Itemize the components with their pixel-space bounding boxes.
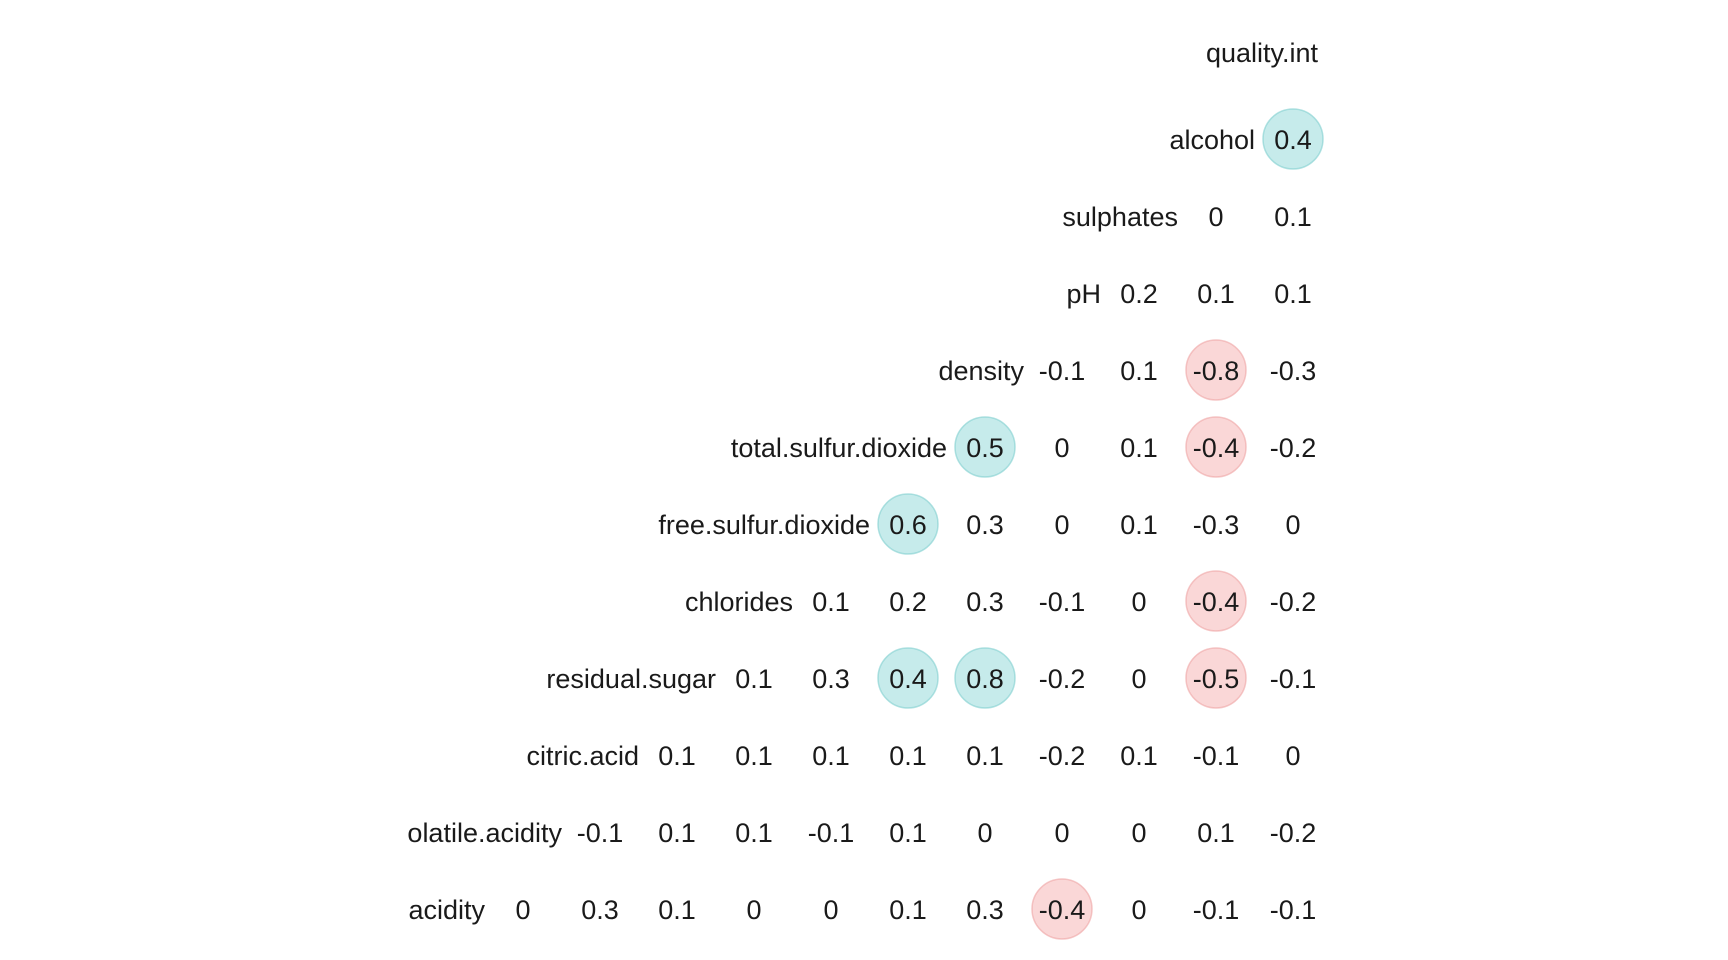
correlation-value: 0.1 [1197, 818, 1235, 848]
correlation-value: 0.3 [966, 587, 1004, 617]
correlation-value: 0.1 [1274, 279, 1312, 309]
correlation-value: -0.2 [1270, 433, 1317, 463]
correlation-circle [954, 416, 1016, 478]
correlation-value: 0 [1285, 510, 1300, 540]
row-label: residual.sugar [546, 664, 716, 694]
correlation-value: -0.4 [1193, 433, 1240, 463]
correlation-value: 0.1 [889, 818, 927, 848]
row-label: olatile.acidity [407, 818, 562, 848]
correlation-value: 0.1 [735, 818, 773, 848]
correlation-value: 0.5 [966, 433, 1004, 463]
correlation-value: -0.4 [1193, 587, 1240, 617]
correlation-value: -0.1 [1270, 895, 1317, 925]
correlation-value: 0 [1054, 433, 1069, 463]
row-label: density [938, 356, 1024, 386]
correlation-circle [877, 493, 939, 555]
row-label: sulphates [1062, 202, 1178, 232]
correlation-circle [877, 647, 939, 709]
row-label: acidity [408, 895, 485, 925]
row-label: pH [1066, 279, 1101, 309]
correlation-value: 0 [1131, 664, 1146, 694]
correlation-value: 0 [1054, 818, 1069, 848]
correlation-value: 0.1 [735, 741, 773, 771]
correlation-value: 0 [746, 895, 761, 925]
correlation-value: 0.3 [812, 664, 850, 694]
correlation-value: 0.1 [1197, 279, 1235, 309]
correlation-value: 0.4 [889, 664, 927, 694]
correlation-value: -0.1 [1270, 664, 1317, 694]
correlation-circle [1262, 108, 1324, 170]
correlation-value: -0.4 [1039, 895, 1086, 925]
correlation-circle [1185, 416, 1247, 478]
correlation-value: 0.1 [658, 895, 696, 925]
top-variable-label: quality.int [1206, 38, 1319, 68]
correlation-value: -0.1 [1193, 741, 1240, 771]
correlation-value: -0.1 [808, 818, 855, 848]
correlation-value: 0.4 [1274, 125, 1312, 155]
correlation-value: 0.8 [966, 664, 1004, 694]
correlation-value: 0 [1208, 202, 1223, 232]
correlation-value: 0.6 [889, 510, 927, 540]
correlation-value: -0.3 [1193, 510, 1240, 540]
correlation-circle [1185, 647, 1247, 709]
correlation-value: -0.1 [1039, 356, 1086, 386]
correlation-value: 0.2 [889, 587, 927, 617]
correlation-value: 0 [1054, 510, 1069, 540]
correlation-value: 0.1 [1120, 356, 1158, 386]
correlation-value: -0.1 [577, 818, 624, 848]
correlation-value: 0.1 [812, 741, 850, 771]
correlation-value: 0 [1131, 587, 1146, 617]
correlation-value: -0.5 [1193, 664, 1240, 694]
correlation-value: 0 [1131, 895, 1146, 925]
correlation-value: -0.3 [1270, 356, 1317, 386]
correlation-value: -0.2 [1039, 741, 1086, 771]
correlation-value: 0.1 [889, 895, 927, 925]
correlation-value: 0.1 [735, 664, 773, 694]
row-label: free.sulfur.dioxide [658, 510, 870, 540]
correlation-value: 0 [1285, 741, 1300, 771]
correlation-value: 0.1 [1120, 510, 1158, 540]
correlation-value: 0.1 [1274, 202, 1312, 232]
correlation-value: -0.2 [1270, 587, 1317, 617]
correlation-value: -0.8 [1193, 356, 1240, 386]
correlation-value: 0 [823, 895, 838, 925]
correlation-value: -0.1 [1193, 895, 1240, 925]
correlation-value: 0.1 [658, 818, 696, 848]
correlation-circle [1031, 878, 1093, 940]
correlation-value: 0 [515, 895, 530, 925]
row-label: citric.acid [526, 741, 639, 771]
correlation-value: 0.3 [581, 895, 619, 925]
correlation-circle [954, 647, 1016, 709]
row-label: total.sulfur.dioxide [731, 433, 947, 463]
correlation-value: -0.2 [1039, 664, 1086, 694]
correlation-value: 0.1 [889, 741, 927, 771]
correlation-value: 0.1 [1120, 433, 1158, 463]
correlation-value: 0.1 [812, 587, 850, 617]
correlation-value: 0.3 [966, 895, 1004, 925]
correlation-value: 0 [977, 818, 992, 848]
row-label: chlorides [685, 587, 793, 617]
correlation-value: 0 [1131, 818, 1146, 848]
correlation-cells: alcohol 0.4 sulphates 0 0.1 pH 0.2 0.1 0.1 densit… [407, 108, 1324, 940]
correlation-circle [1185, 570, 1247, 632]
correlation-value: -0.1 [1039, 587, 1086, 617]
correlation-value: -0.2 [1270, 818, 1317, 848]
correlation-value: 0.2 [1120, 279, 1158, 309]
correlation-value: 0.1 [1120, 741, 1158, 771]
row-label: alcohol [1169, 125, 1255, 155]
correlation-circle [1185, 339, 1247, 401]
correlation-value: 0.1 [658, 741, 696, 771]
correlation-value: 0.3 [966, 510, 1004, 540]
correlation-value: 0.1 [966, 741, 1004, 771]
